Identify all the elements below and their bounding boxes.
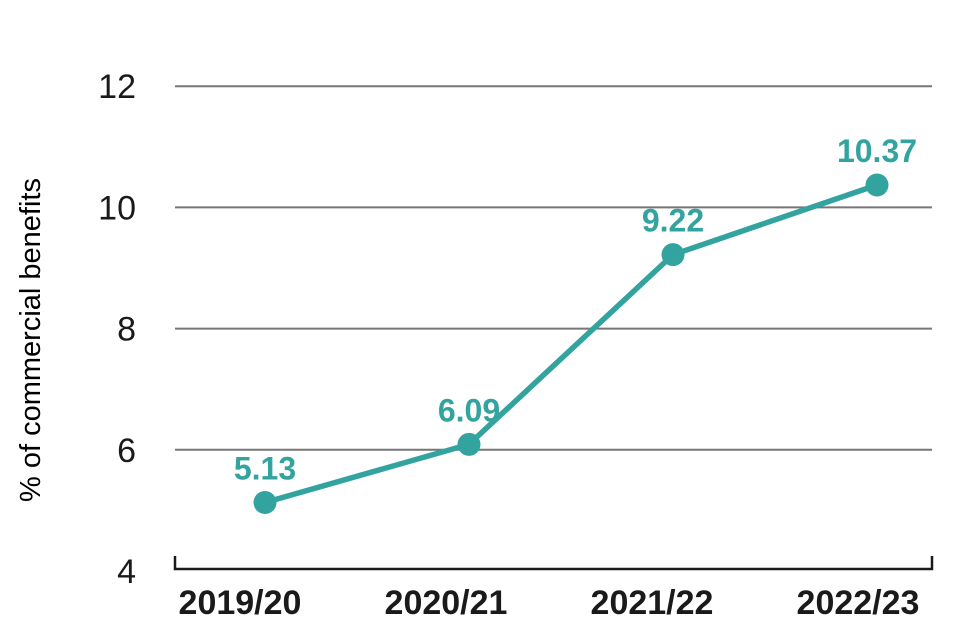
- y-tick-label: 12: [98, 68, 136, 106]
- data-point-labels: 5.13 6.09 9.22 10.37: [234, 133, 917, 487]
- y-tick-label: 6: [117, 432, 136, 470]
- data-point-markers: [253, 173, 889, 515]
- y-axis-tick-labels: 12 10 8 6 4: [98, 68, 136, 591]
- data-point-marker: [253, 491, 277, 515]
- data-point-marker: [661, 243, 685, 267]
- gridlines: [175, 85, 932, 451]
- data-point-label: 10.37: [837, 133, 917, 169]
- x-tick-label: 2020/21: [385, 584, 508, 622]
- x-axis-tick-labels: 2019/20 2020/21 2021/22 2022/23: [179, 584, 920, 622]
- data-point-marker: [457, 432, 481, 456]
- data-series-line: [262, 182, 880, 506]
- x-axis-line: [173, 556, 934, 571]
- x-tick-label: 2019/20: [179, 584, 302, 622]
- y-tick-label: 4: [117, 553, 136, 591]
- data-point-label: 6.09: [438, 392, 500, 428]
- x-tick-label: 2022/23: [797, 584, 920, 622]
- y-tick-label: 8: [117, 311, 136, 349]
- y-tick-label: 10: [98, 189, 136, 227]
- y-axis-title: % of commercial benefits: [15, 178, 47, 502]
- x-tick-label: 2021/22: [591, 584, 714, 622]
- data-point-label: 5.13: [234, 451, 296, 487]
- data-point-label: 9.22: [642, 203, 704, 239]
- data-point-marker: [865, 173, 889, 197]
